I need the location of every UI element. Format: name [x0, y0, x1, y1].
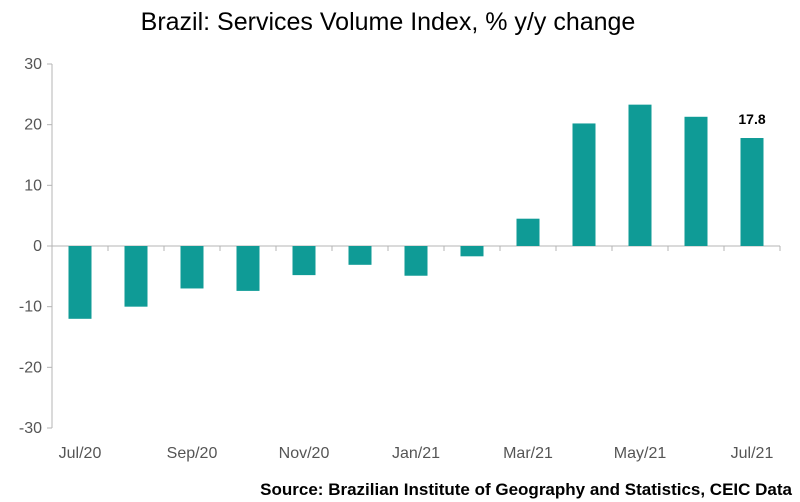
y-tick-label: -20 — [19, 359, 42, 376]
bar — [236, 246, 260, 291]
y-tick-label: 30 — [24, 56, 42, 73]
bar-chart: -30 -20 -10 0 10 20 30 Jul/20 Sep/20 Nov/20 Jan/21… — [19, 56, 781, 462]
x-tick-label: Jul/21 — [731, 445, 774, 462]
bar — [124, 246, 148, 307]
y-tick-label: -10 — [19, 299, 42, 316]
bar — [404, 246, 428, 276]
bar — [292, 246, 316, 276]
y-tick-label: 20 — [24, 117, 42, 134]
y-tick-label: 10 — [24, 177, 42, 194]
x-tick-label: Jul/20 — [59, 445, 102, 462]
source-note: Source: Brazilian Institute of Geography… — [260, 480, 792, 499]
data-label: 17.8 — [738, 111, 765, 127]
bar — [516, 218, 540, 246]
x-tick-label: Mar/21 — [503, 445, 553, 462]
y-tick-label: 0 — [33, 238, 42, 255]
bar — [684, 116, 708, 246]
bar — [740, 138, 764, 246]
x-tick-label: Nov/20 — [279, 445, 330, 462]
bar — [348, 246, 372, 265]
bar — [460, 246, 484, 257]
x-tick-label: Sep/20 — [167, 445, 218, 462]
bar — [68, 246, 92, 319]
bar — [628, 104, 652, 246]
bar — [572, 123, 596, 246]
y-tick-label: -30 — [19, 420, 42, 437]
x-tick-label: May/21 — [614, 445, 667, 462]
x-tick-label: Jan/21 — [392, 445, 440, 462]
chart-title: Brazil: Services Volume Index, % y/y cha… — [140, 8, 636, 36]
bar — [180, 246, 204, 289]
